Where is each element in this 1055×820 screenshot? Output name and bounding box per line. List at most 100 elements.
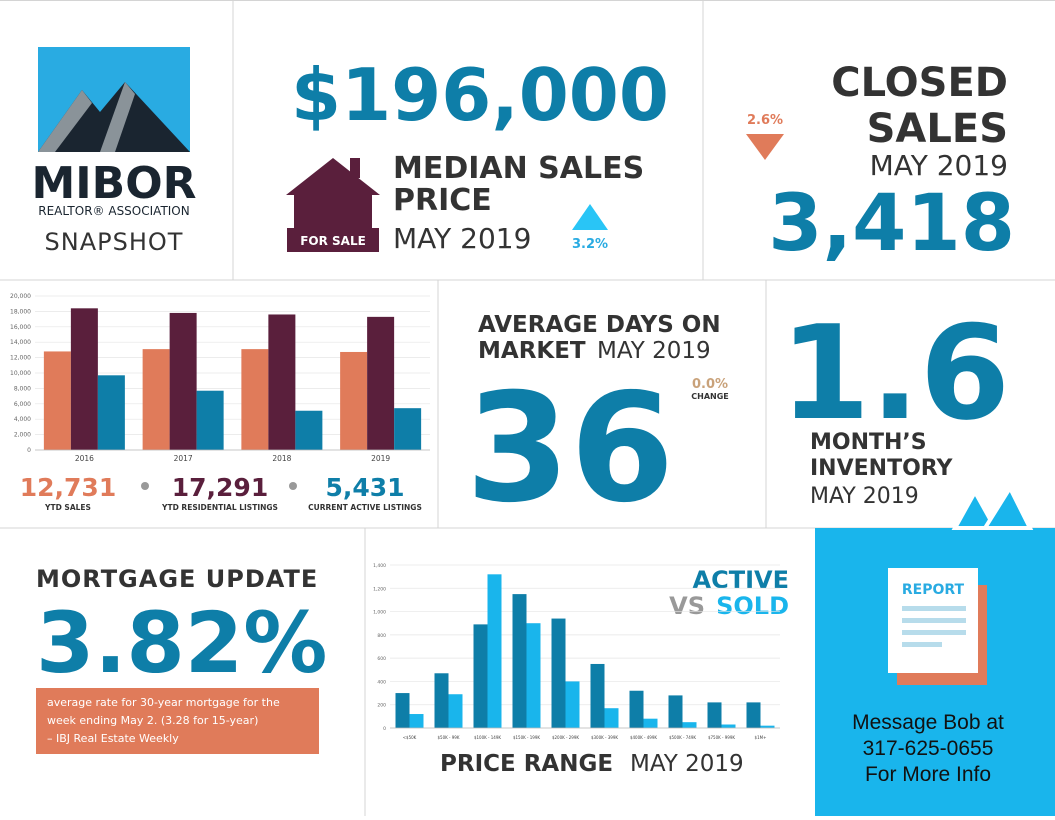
chart-title: VS	[669, 592, 705, 620]
y-tick-label: 600	[377, 656, 386, 662]
down-arrow	[746, 134, 784, 160]
bar	[434, 673, 449, 728]
x-tick-label: 2019	[371, 454, 390, 463]
x-axis-period: MAY 2019	[630, 751, 744, 777]
bar	[590, 663, 605, 728]
logo	[38, 47, 190, 152]
y-tick-label: 2,000	[14, 432, 31, 439]
mortgage-rate: 3.82%	[36, 594, 327, 692]
closed-value: 3,418	[768, 179, 1015, 269]
bar	[721, 724, 736, 728]
bar	[268, 314, 296, 450]
days-change-label: CHANGE	[691, 392, 728, 401]
x-tick-label: <$50K	[403, 735, 417, 740]
y-tick-label: 400	[377, 679, 386, 685]
logo-name: MIBOR	[32, 158, 197, 209]
logo-org: REALTOR® ASSOCIATION	[38, 204, 189, 218]
mortgage-note: average rate for 30-year mortgage for th…	[47, 696, 280, 709]
y-tick-label: 1,000	[373, 610, 386, 616]
inventory-label: INVENTORY	[810, 456, 954, 481]
mortgage-note: – IBJ Real Estate Weekly	[47, 732, 179, 745]
x-axis-label: PRICE RANGE	[440, 751, 613, 777]
bar	[604, 708, 619, 728]
bar	[367, 316, 395, 450]
bar	[394, 408, 422, 450]
days-value: 36	[466, 362, 675, 536]
up-arrow	[572, 204, 608, 230]
report-icon	[888, 483, 1034, 685]
bar	[395, 693, 410, 728]
bar	[629, 690, 644, 728]
bar	[473, 624, 488, 728]
closed-change: 2.6%	[747, 113, 783, 128]
bar	[643, 718, 658, 728]
x-tick-label: $500K - 749K	[669, 735, 696, 740]
bar	[70, 308, 98, 450]
closed-label: CLOSED	[831, 60, 1008, 106]
bar	[43, 351, 71, 450]
mortgage-title: MORTGAGE UPDATE	[36, 565, 318, 593]
y-tick-label: 8,000	[14, 385, 31, 392]
bar	[97, 375, 125, 450]
house-icon	[286, 158, 380, 252]
bar	[746, 702, 761, 728]
bar	[142, 349, 170, 450]
mortgage-note-box	[36, 688, 319, 754]
value-label: 12,731	[20, 473, 116, 502]
y-tick-label: 800	[377, 633, 386, 639]
bar	[760, 725, 775, 728]
x-tick-label: $300K - 399K	[591, 735, 618, 740]
median-label: MEDIAN SALES	[393, 151, 644, 186]
legend-entry: CURRENT ACTIVE LISTINGS	[308, 503, 422, 512]
bar	[487, 574, 502, 728]
y-tick-label: 200	[377, 703, 386, 709]
logo-subtitle: SNAPSHOT	[45, 228, 184, 256]
legend-dot	[141, 482, 149, 490]
y-tick-label: 1,400	[373, 563, 386, 569]
bar	[295, 410, 323, 450]
legend-entry: ACTIVE	[693, 566, 789, 594]
bar	[707, 702, 722, 728]
y-tick-label: 14,000	[10, 339, 31, 346]
x-tick-label: $400K - 499K	[630, 735, 657, 740]
bar	[668, 695, 683, 728]
median-period: MAY 2019	[393, 222, 531, 255]
y-tick-label: 16,000	[10, 324, 31, 331]
legend-entry: YTD RESIDENTIAL LISTINGS	[161, 503, 278, 512]
closed-label: SALES	[867, 106, 1008, 152]
inventory-period: MAY 2019	[810, 484, 919, 509]
days-period: MAY 2019	[597, 338, 711, 364]
legend-entry: SOLD	[716, 592, 789, 620]
x-tick-label: $100K - 149K	[474, 735, 501, 740]
mortgage-note: week ending May 2. (3.28 for 15-year)	[47, 714, 258, 727]
x-tick-label: $200K - 299K	[552, 735, 579, 740]
value-label: 5,431	[325, 473, 404, 502]
x-tick-label: $1M+	[755, 735, 767, 740]
y-tick-label: 18,000	[10, 308, 31, 315]
y-tick-label: 4,000	[14, 416, 31, 423]
contact-line: Message Bob at	[852, 711, 1004, 734]
bar	[565, 681, 580, 728]
y-tick-label: 12,000	[10, 355, 31, 362]
bar	[169, 312, 197, 450]
report-label: REPORT	[902, 582, 965, 598]
bar	[196, 390, 224, 450]
inventory-value: 1.6	[780, 297, 1010, 449]
value-label: 17,291	[172, 473, 268, 502]
inventory-label: MONTH’S	[810, 430, 927, 455]
y-tick-label: 0	[27, 447, 31, 454]
median-change: 3.2%	[572, 237, 608, 252]
median-price: $196,000	[291, 53, 669, 137]
bar	[241, 349, 269, 450]
bar	[551, 618, 566, 728]
legend-entry: YTD SALES	[44, 503, 91, 512]
bar	[682, 722, 697, 728]
contact-line: For More Info	[865, 763, 991, 786]
bar	[340, 351, 368, 450]
y-tick-label: 1,200	[373, 586, 386, 592]
x-tick-label: 2016	[75, 454, 94, 463]
days-label: AVERAGE DAYS ON	[478, 312, 721, 338]
bar	[409, 714, 424, 728]
days-label: MARKET	[478, 338, 586, 364]
